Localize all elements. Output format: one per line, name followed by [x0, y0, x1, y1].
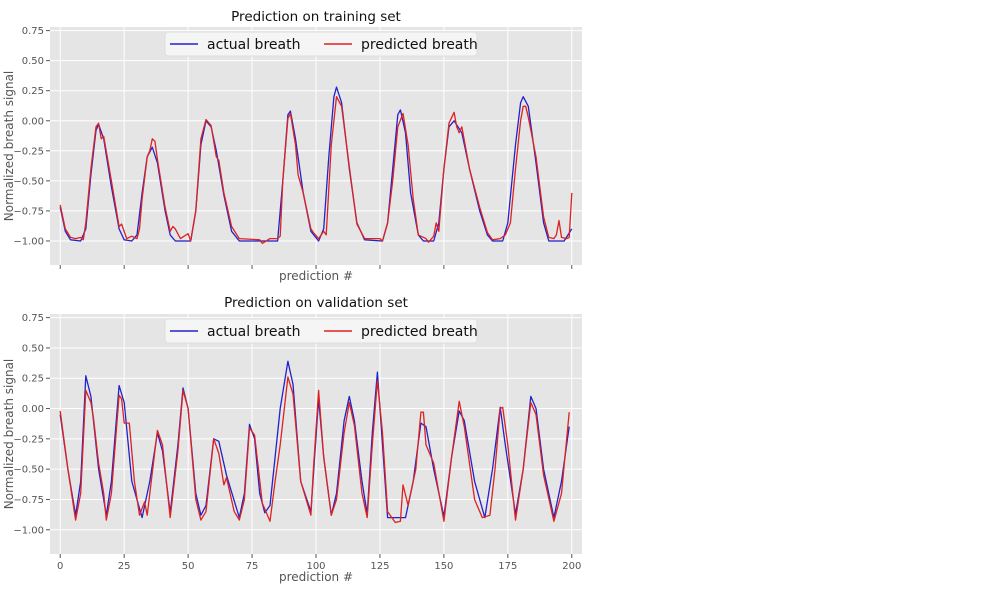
- legend-box: [164, 31, 478, 57]
- x-tick-label: 100: [306, 561, 325, 572]
- x-tick-label: 50: [182, 561, 195, 572]
- legend-label: predicted breath: [361, 324, 478, 340]
- chart-title: Prediction on validation set: [224, 295, 408, 311]
- y-tick-label: −1.00: [13, 525, 44, 536]
- legend-label: actual breath: [207, 324, 300, 340]
- x-tick-label: 200: [562, 561, 581, 572]
- x-tick-label: 175: [498, 561, 517, 572]
- validation-set-chart: Prediction on validation set prediction …: [2, 295, 582, 584]
- legend-box: [164, 318, 478, 344]
- legend-label: actual breath: [207, 37, 300, 53]
- legend: actual breath predicted breath: [164, 31, 478, 57]
- x-tick-label: 75: [246, 561, 259, 572]
- y-tick-label: −0.25: [13, 146, 44, 157]
- legend: actual breath predicted breath: [164, 318, 478, 344]
- y-tick-label: 0.50: [22, 343, 44, 354]
- y-tick-label: −0.75: [13, 206, 44, 217]
- y-tick-label: −0.75: [13, 495, 44, 506]
- training-set-chart: Prediction on training set prediction # …: [2, 9, 582, 283]
- y-tick-label: −0.50: [13, 176, 44, 187]
- series-line-predicted-breath: [59, 376, 570, 524]
- y-tick-label: 0.75: [22, 313, 44, 324]
- y-tick-label: −0.25: [13, 434, 44, 445]
- legend-label: predicted breath: [361, 37, 478, 53]
- x-tick-label: 150: [434, 561, 453, 572]
- y-tick-label: −1.00: [13, 236, 44, 247]
- x-tick-label: 25: [118, 561, 131, 572]
- y-tick-label: 0.25: [22, 374, 44, 385]
- y-tick-label: 0.75: [22, 26, 44, 37]
- x-tick-label: 0: [57, 561, 63, 572]
- y-tick-label: 0.00: [22, 404, 44, 415]
- y-axis-label: Normalized breath signal: [2, 71, 16, 222]
- y-tick-label: −0.50: [13, 465, 44, 476]
- series-line-predicted-breath: [59, 96, 573, 245]
- y-tick-label: 0.00: [22, 116, 44, 127]
- x-axis-label: prediction #: [279, 269, 353, 283]
- y-tick-label: 0.25: [22, 86, 44, 97]
- y-axis-label: Normalized breath signal: [2, 359, 16, 510]
- x-axis-label: prediction #: [279, 570, 353, 584]
- y-tick-label: 0.50: [22, 56, 44, 67]
- chart-title: Prediction on training set: [231, 9, 401, 25]
- x-tick-label: 125: [370, 561, 389, 572]
